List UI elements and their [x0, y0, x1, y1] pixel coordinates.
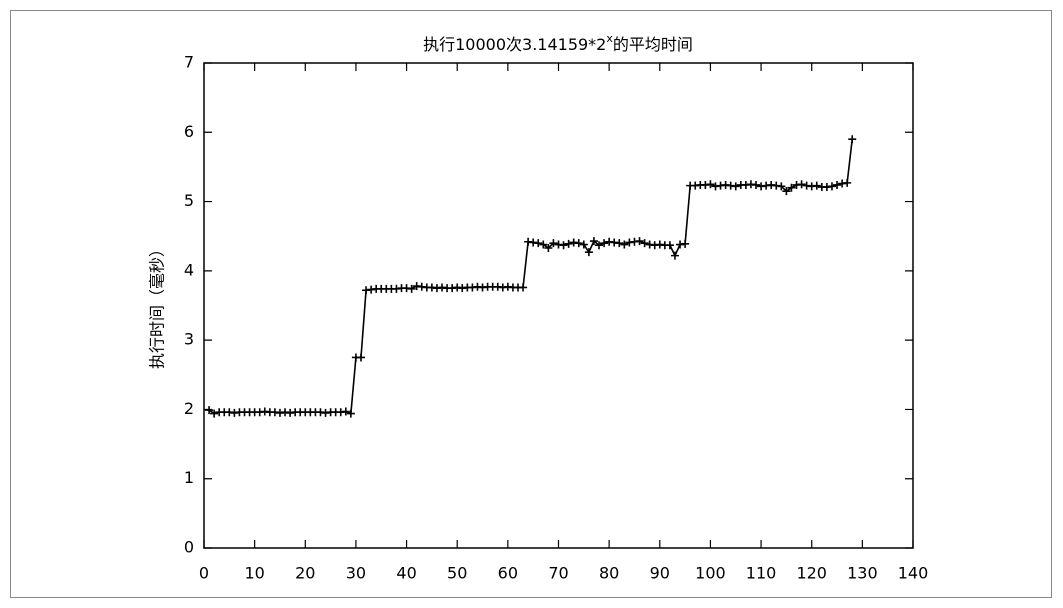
point-marker [595, 241, 604, 250]
point-marker [356, 353, 365, 362]
y-tick-label: 4 [184, 260, 194, 279]
x-tick-label: 40 [396, 564, 416, 583]
x-tick-label: 0 [199, 564, 209, 583]
title-end: 的平均时间 [613, 35, 693, 54]
y-tick-label: 7 [184, 53, 194, 72]
y-tick-label: 0 [184, 538, 194, 557]
x-tick-label: 10 [244, 564, 264, 583]
point-marker [752, 180, 761, 189]
plot-area [203, 62, 914, 549]
point-marker [777, 182, 786, 191]
point-marker [574, 239, 583, 248]
y-tick-label: 3 [184, 330, 194, 349]
y-tick-label: 2 [184, 399, 194, 418]
title-superscript: x [606, 32, 613, 45]
point-marker [407, 284, 416, 293]
point-marker [706, 180, 715, 189]
x-tick-label: 100 [695, 564, 726, 583]
point-marker [731, 182, 740, 191]
y-tick-label: 6 [184, 122, 194, 141]
frame [10, 10, 1052, 598]
point-marker [827, 182, 836, 191]
point-marker [843, 178, 852, 187]
point-marker [584, 248, 593, 257]
y-tick-label: 1 [184, 468, 194, 487]
y-tick-label: 5 [184, 191, 194, 210]
point-marker [635, 237, 644, 246]
point-marker [665, 241, 674, 250]
x-tick-label: 50 [447, 564, 467, 583]
data-line [208, 139, 854, 415]
point-marker [210, 409, 219, 418]
point-marker [579, 240, 588, 249]
point-marker [640, 239, 649, 248]
point-marker [615, 239, 624, 248]
x-tick-label: 60 [498, 564, 518, 583]
point-marker [544, 243, 553, 252]
point-marker [812, 181, 821, 190]
point-marker [589, 237, 598, 246]
point-marker [346, 409, 355, 418]
point-marker [848, 135, 857, 144]
x-tick-label: 70 [548, 564, 568, 583]
point-marker [600, 239, 609, 248]
x-tick-label: 80 [599, 564, 619, 583]
title-main: 执行10000次3.14159*2 [423, 35, 606, 54]
x-tick-label: 30 [346, 564, 366, 583]
point-marker [833, 180, 842, 189]
point-marker [564, 239, 573, 248]
point-marker [549, 239, 558, 248]
x-tick-label: 120 [796, 564, 827, 583]
x-tick-label: 20 [295, 564, 315, 583]
chart-title: 执行10000次3.14159*2x的平均时间 [423, 32, 693, 54]
x-tick-label: 140 [898, 564, 929, 583]
point-marker [670, 251, 679, 260]
point-marker [519, 283, 528, 292]
point-marker [559, 241, 568, 250]
point-marker [539, 240, 548, 249]
point-marker [782, 187, 791, 196]
point-marker [205, 406, 214, 415]
y-axis-label: 执行时间（毫秒） [148, 241, 167, 369]
x-tick-label: 130 [847, 564, 878, 583]
x-tick-label: 110 [746, 564, 777, 583]
point-marker [797, 180, 806, 189]
x-tick-label: 90 [650, 564, 670, 583]
point-marker [681, 239, 690, 248]
point-marker [787, 183, 796, 192]
point-marker [534, 239, 543, 248]
point-marker [620, 240, 629, 249]
point-marker [341, 407, 350, 416]
